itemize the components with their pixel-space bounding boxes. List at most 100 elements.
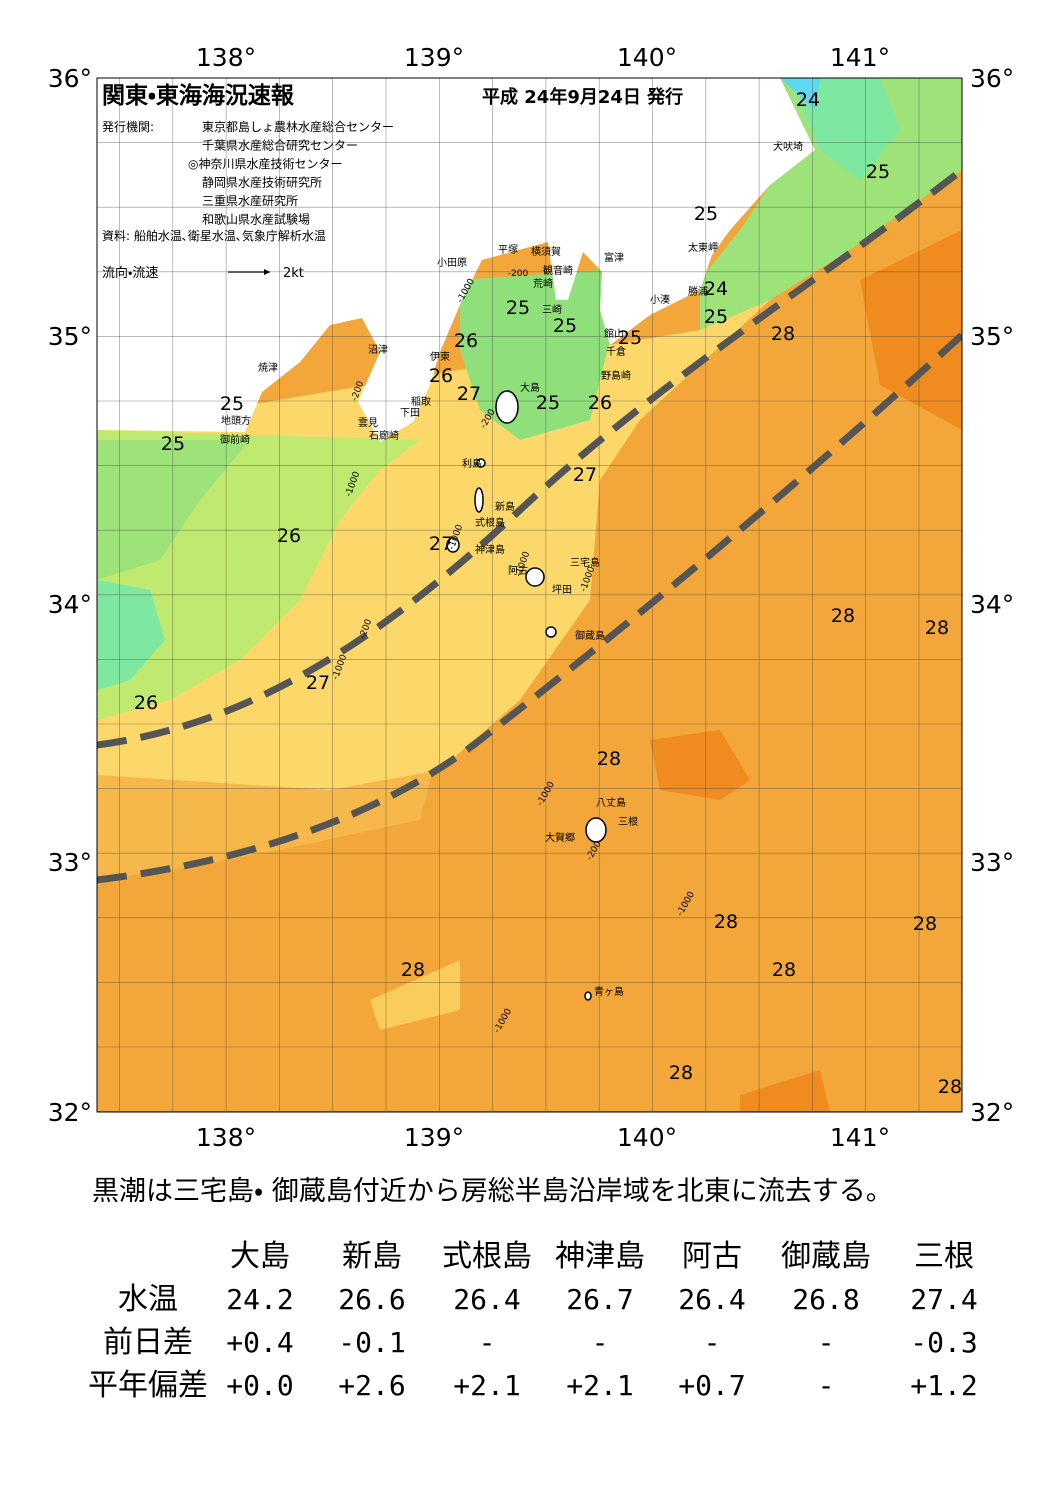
table-cell: +2.1 bbox=[566, 1369, 633, 1402]
place-name: 伊東 bbox=[430, 350, 450, 363]
sea-mild bbox=[97, 300, 770, 790]
table-cell: 26.7 bbox=[566, 1283, 633, 1316]
island bbox=[446, 537, 460, 553]
place-name: 千倉 bbox=[606, 346, 626, 358]
place-name: 平塚 bbox=[498, 244, 518, 256]
place-name: 下田 bbox=[400, 408, 420, 419]
contour-label: 26 bbox=[588, 392, 612, 414]
legend-label: 流向・流速 bbox=[102, 265, 158, 281]
legend-arrowhead bbox=[264, 269, 270, 275]
place-name: 稲取 bbox=[411, 396, 431, 408]
issuer: 三重県水産研究所 bbox=[202, 194, 298, 208]
place-name: 三崎 bbox=[542, 303, 562, 316]
table-cell: +0.4 bbox=[226, 1326, 293, 1359]
place-name: 観音崎 bbox=[543, 264, 573, 277]
table-cell: 26.4 bbox=[453, 1283, 520, 1316]
contour-label: 28 bbox=[913, 913, 937, 935]
contour-label: 25 bbox=[161, 433, 185, 455]
table-cell: 26.8 bbox=[792, 1283, 859, 1316]
place-name: 焼津 bbox=[258, 362, 278, 374]
place-name: 勝浦 bbox=[688, 285, 708, 298]
contour-label: 28 bbox=[401, 959, 425, 981]
contour-label: 24 bbox=[796, 89, 820, 111]
lat-label: 32° bbox=[970, 1098, 1014, 1127]
table-cell: 27.4 bbox=[910, 1283, 977, 1316]
island bbox=[545, 626, 557, 638]
kuroshio-path bbox=[97, 332, 962, 884]
kuroshio-path bbox=[97, 167, 962, 749]
sea-cold bbox=[790, 78, 900, 180]
lat-label: 34° bbox=[48, 590, 92, 619]
table-header: 阿古 bbox=[682, 1239, 742, 1274]
contour-label: 28 bbox=[831, 605, 855, 627]
place-name: 式根島 bbox=[475, 516, 505, 529]
place-name: 坪田 bbox=[552, 583, 572, 596]
sea-hot bbox=[860, 230, 962, 430]
source-note: 資料: 船舶水温､衛星水温､気象庁解析水温 bbox=[102, 228, 326, 243]
lon-label: 138° bbox=[196, 43, 256, 72]
contour-label: 26 bbox=[454, 330, 478, 352]
table-cell: +1.2 bbox=[910, 1369, 977, 1402]
table-cell: +2.1 bbox=[453, 1369, 520, 1402]
table-cell: - bbox=[479, 1326, 496, 1359]
lon-label: 141° bbox=[830, 43, 890, 72]
table-header: 新島 bbox=[342, 1239, 402, 1274]
map-area bbox=[97, 78, 962, 1112]
lat-label: 35° bbox=[970, 322, 1014, 351]
table-header: 式根島 bbox=[442, 1239, 532, 1274]
place-name: 富津 bbox=[604, 251, 624, 264]
place-name: 雲見 bbox=[358, 417, 378, 429]
legend-scale: 2kt bbox=[283, 266, 304, 281]
place-name: 大賀郷 bbox=[545, 831, 575, 844]
contour-label: 27 bbox=[457, 383, 481, 405]
contour-label: 26 bbox=[429, 365, 453, 387]
islands bbox=[446, 390, 607, 1001]
island bbox=[476, 458, 486, 468]
lat-label: 32° bbox=[48, 1098, 92, 1127]
place-name: 阿古 bbox=[508, 564, 528, 577]
island bbox=[474, 487, 484, 513]
issuer: 静岡県水産技術研究所 bbox=[202, 175, 322, 190]
row-label: 平年偏差 bbox=[88, 1368, 208, 1403]
contour-label: 26 bbox=[134, 692, 158, 714]
place-name: 小田原 bbox=[437, 257, 467, 269]
map-frame bbox=[96, 77, 963, 1113]
contour-label: 28 bbox=[714, 911, 738, 933]
place-name: 御前崎 bbox=[220, 433, 250, 446]
table-cell: - bbox=[818, 1326, 835, 1359]
lat-label: 36° bbox=[970, 64, 1014, 93]
place-name: 荒崎 bbox=[533, 277, 553, 290]
summary-text: 黒潮は三宅島・ 御蔵島付近から房総半島沿岸域を北東に流去する。 bbox=[92, 1176, 893, 1207]
lat-label: 34° bbox=[970, 590, 1014, 619]
sea-colder bbox=[780, 78, 820, 110]
contour-label: 28 bbox=[938, 1076, 962, 1098]
contour-label: 28 bbox=[597, 748, 621, 770]
contour-label: 26 bbox=[277, 525, 301, 547]
lon-label: 140° bbox=[617, 1123, 677, 1152]
place-name: 地頭方 bbox=[221, 414, 251, 427]
isobath-label: -200 bbox=[508, 269, 529, 279]
place-name: 小湊 bbox=[650, 293, 670, 306]
table-cell: +2.6 bbox=[338, 1369, 405, 1402]
place-name: 太東岬 bbox=[688, 241, 718, 254]
lat-label: 35° bbox=[48, 322, 92, 351]
table-cell: 26.6 bbox=[338, 1283, 405, 1316]
contour-label: 28 bbox=[771, 323, 795, 345]
place-name: 新島 bbox=[495, 500, 515, 513]
place-name: 石廊崎 bbox=[369, 429, 399, 442]
row-label: 前日差 bbox=[103, 1325, 193, 1360]
place-name: 大島 bbox=[520, 381, 540, 394]
contour-label: 25 bbox=[536, 392, 560, 414]
lat-label: 33° bbox=[970, 848, 1014, 877]
issuer: 和歌山県水産試験場 bbox=[202, 212, 310, 227]
sea-cool bbox=[700, 78, 962, 330]
contour-label: 28 bbox=[772, 959, 796, 981]
table-cell: 24.2 bbox=[226, 1283, 293, 1316]
island bbox=[495, 390, 519, 424]
place-name: 青ヶ島 bbox=[594, 985, 624, 998]
sea-hot bbox=[650, 730, 750, 800]
contour-label: 25 bbox=[694, 203, 718, 225]
place-name: 神津島 bbox=[475, 543, 505, 556]
